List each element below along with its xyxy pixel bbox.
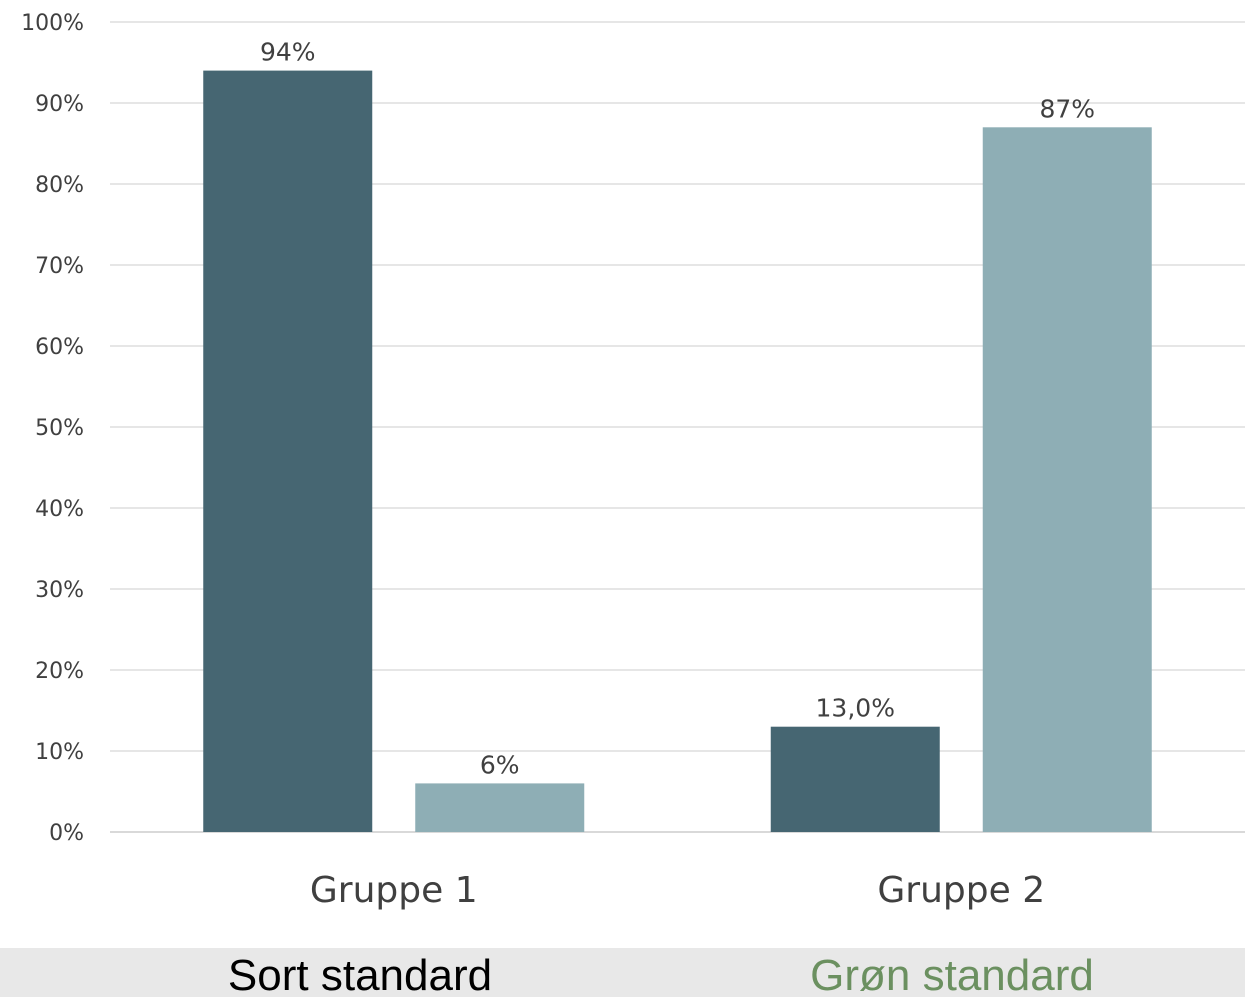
data-label: 13,0% <box>816 694 895 723</box>
x-category-label: Gruppe 1 <box>310 870 478 911</box>
data-label: 87% <box>1039 94 1095 123</box>
y-tick-label: 100% <box>21 11 84 36</box>
y-tick-label: 70% <box>35 254 84 279</box>
bar-gruppe-1-series-1 <box>203 70 373 833</box>
data-label: 6% <box>480 750 520 779</box>
bar-gruppe-2-series-1 <box>770 726 940 832</box>
y-axis-ticks: 0% 10% 20% 30% 40% 50% 60% 70% 80% 90% 100% <box>21 11 84 846</box>
legend: Sort standard Grøn standard <box>0 948 1245 1000</box>
data-labels: 94% 6% 13,0% 87% <box>260 38 1095 780</box>
y-tick-label: 10% <box>35 740 84 765</box>
bar-chart: 0% 10% 20% 30% 40% 50% 60% 70% 80% 90% 100% 94% 6% 1… <box>21 11 1245 911</box>
y-tick-label: 0% <box>49 821 84 846</box>
legend-item-sort-standard: Sort standard <box>227 951 493 1000</box>
bars <box>203 70 1152 833</box>
data-label: 94% <box>260 38 316 67</box>
x-axis-categories: Gruppe 1 Gruppe 2 <box>310 870 1045 911</box>
y-tick-label: 90% <box>35 92 84 117</box>
y-tick-label: 60% <box>35 335 84 360</box>
bar-gruppe-2-series-2 <box>982 127 1152 833</box>
y-tick-label: 30% <box>35 578 84 603</box>
y-tick-label: 50% <box>35 416 84 441</box>
y-tick-label: 80% <box>35 173 84 198</box>
y-tick-label: 40% <box>35 497 84 522</box>
legend-item-groen-standard: Grøn standard <box>810 951 1094 1000</box>
bar-gruppe-1-series-2 <box>415 783 585 832</box>
y-tick-label: 20% <box>35 659 84 684</box>
x-category-label: Gruppe 2 <box>877 870 1045 911</box>
